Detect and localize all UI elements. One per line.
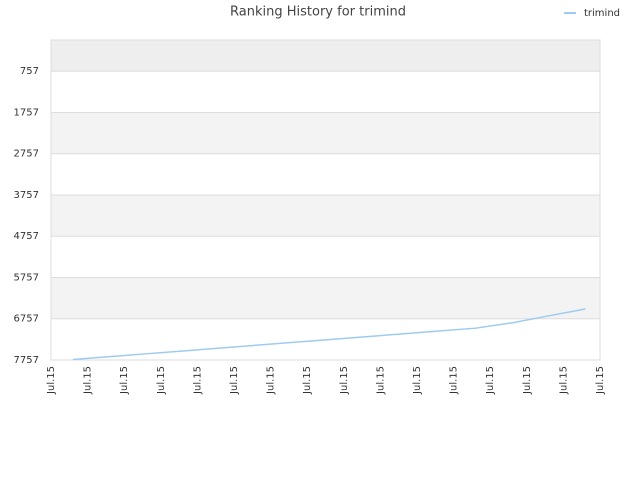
x-tick-label: Jul.15 — [339, 366, 350, 395]
y-tick-label: 757 — [20, 66, 39, 77]
x-tick-label: Jul.15 — [449, 366, 460, 395]
y-tick-label: 5757 — [14, 272, 39, 283]
y-tick-label: 3757 — [14, 190, 39, 201]
x-tick-label: Jul.15 — [83, 366, 94, 395]
chart-title: Ranking History for trimind — [230, 5, 406, 20]
band — [51, 194, 600, 237]
x-tick-label: Jul.15 — [46, 366, 57, 395]
y-tick-label: 4757 — [14, 231, 39, 242]
x-tick-label: Jul.15 — [412, 366, 423, 395]
x-tick-label: Jul.15 — [485, 366, 496, 395]
x-tick-label: Jul.15 — [522, 366, 533, 395]
x-tick-label: Jul.15 — [375, 366, 386, 395]
y-tick-label: 2757 — [14, 149, 39, 160]
band — [51, 112, 600, 154]
y-tick-label: 6757 — [14, 314, 39, 325]
band — [51, 277, 600, 319]
y-tick-label: 1757 — [14, 107, 39, 118]
line — [72, 308, 586, 361]
x-tick-label: Jul.15 — [558, 366, 569, 395]
x-tick-label: Jul.15 — [595, 366, 606, 395]
legend-label: trimind — [584, 8, 620, 19]
x-tick-label: Jul.15 — [302, 366, 313, 395]
x-tick-label: Jul.15 — [119, 366, 130, 395]
x-tick-label: Jul.15 — [266, 366, 277, 395]
x-tick-label: Jul.15 — [192, 366, 203, 395]
x-tick-label: Jul.15 — [229, 366, 240, 395]
y-tick-label: 7757 — [14, 355, 39, 366]
x-tick-label: Jul.15 — [156, 366, 167, 395]
band — [51, 40, 600, 72]
